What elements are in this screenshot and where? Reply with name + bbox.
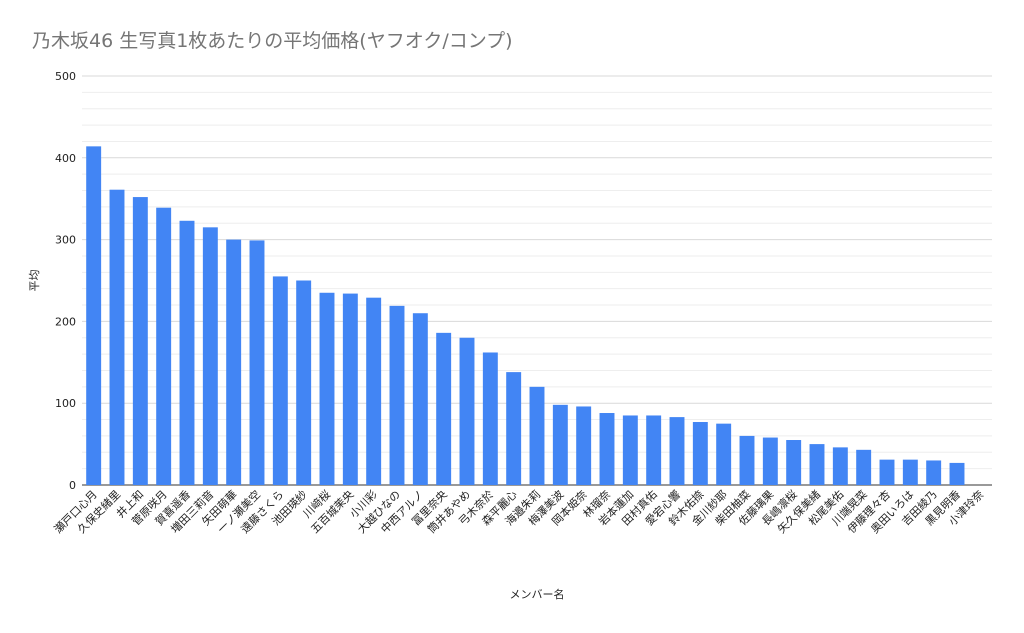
bar — [809, 444, 825, 485]
bars — [86, 146, 965, 485]
y-tick-label: 0 — [69, 479, 76, 492]
y-tick-label: 200 — [55, 315, 76, 328]
bar — [482, 352, 498, 485]
bar — [389, 305, 405, 485]
bar — [249, 240, 265, 485]
bar — [412, 313, 428, 485]
bar — [342, 293, 358, 485]
y-tick-label: 100 — [55, 397, 76, 410]
bar — [832, 447, 848, 485]
bar — [552, 404, 568, 485]
bar — [926, 460, 942, 485]
bar — [459, 337, 475, 485]
chart-title: 乃木坂46 生写真1枚あたりの平均価格(ヤフオク/コンプ) — [32, 30, 513, 52]
bar — [576, 406, 592, 485]
bar — [786, 440, 802, 485]
bar — [202, 227, 218, 485]
bar — [529, 386, 545, 485]
bar — [856, 449, 872, 485]
bar — [296, 280, 312, 485]
bar — [646, 415, 662, 485]
bar — [716, 423, 732, 485]
y-axis-title: 平均 — [28, 270, 41, 292]
bar — [762, 437, 778, 485]
bar — [949, 462, 965, 485]
bar — [739, 435, 755, 485]
bar — [902, 459, 918, 485]
x-axis-title: メンバー名 — [510, 587, 565, 601]
bar — [506, 372, 522, 485]
bar — [366, 297, 382, 485]
y-tick-label: 300 — [55, 234, 76, 247]
bar — [599, 413, 615, 485]
bar — [156, 207, 172, 485]
bar — [179, 220, 195, 485]
bar — [692, 422, 708, 485]
y-tick-label: 500 — [55, 70, 76, 83]
bar — [622, 415, 638, 485]
bar — [226, 239, 242, 485]
bar — [272, 276, 288, 485]
bar — [669, 417, 685, 485]
bar — [109, 189, 125, 485]
y-tick-labels: 0 100 200 300 400 500 — [55, 70, 76, 492]
bar — [879, 459, 895, 485]
y-tick-label: 400 — [55, 152, 76, 165]
x-category-labels: 瀬戸口心月久保史緒里井上和菅原咲月賀喜遥香増田三莉音矢田萌華一ノ瀬美空遠藤さくら… — [51, 487, 986, 536]
bar — [132, 197, 148, 485]
bar — [319, 292, 335, 485]
bar — [436, 332, 452, 485]
bar — [86, 146, 102, 485]
